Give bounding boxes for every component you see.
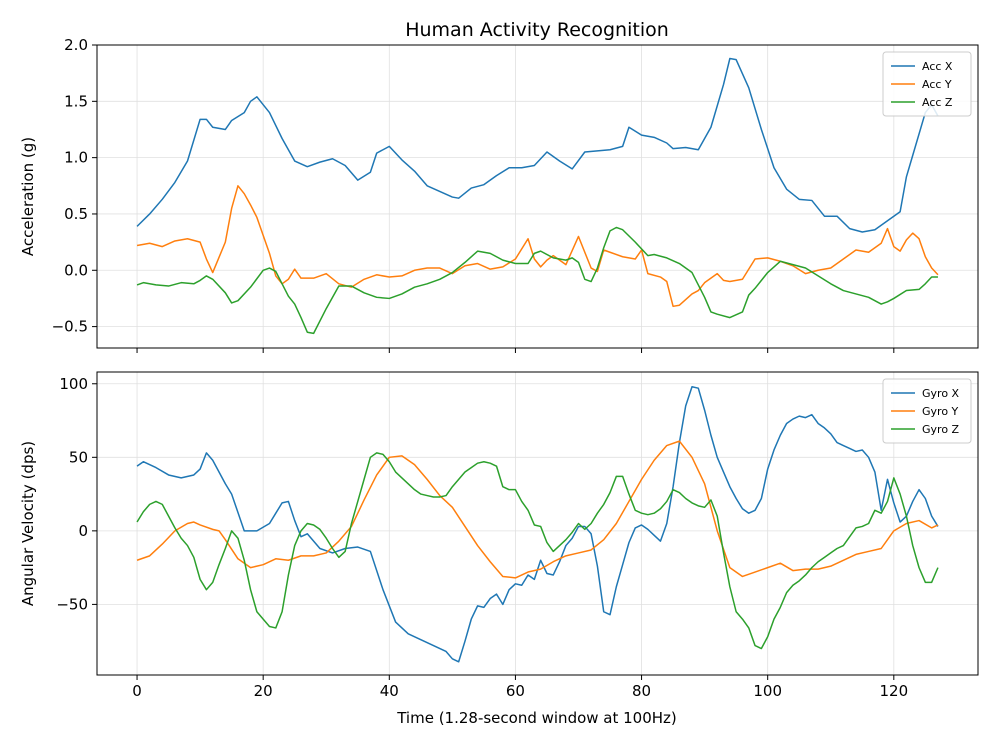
chart1-ytick-label-0: −50 xyxy=(56,595,88,613)
chart0-ytick-label-4: 1.5 xyxy=(64,92,88,110)
chart1-series-gyro-y xyxy=(136,440,939,579)
chart1-frame xyxy=(96,371,979,676)
chart0-series-acc-x xyxy=(136,57,939,233)
chart1-xtick-label-60: 60 xyxy=(506,682,525,700)
chart0-legend-label-acc-y: Acc Y xyxy=(922,78,952,91)
chart1-xtick-label-0: 0 xyxy=(132,682,142,700)
chart0-legend-label-acc-x: Acc X xyxy=(922,60,953,73)
chart1-ylabel: Angular Velocity (dps) xyxy=(19,441,37,606)
chart0-legend-box xyxy=(882,51,972,117)
chart1-series-gyro-z xyxy=(136,452,939,650)
chart0-ytick-label-3: 1.0 xyxy=(64,149,88,167)
chart1-legend-label-gyro-x: Gyro X xyxy=(922,387,960,400)
chart1-legend-label-gyro-z: Gyro Z xyxy=(922,423,960,436)
chart0-series-acc-z xyxy=(136,226,938,335)
chart0-frame xyxy=(96,44,979,349)
chart0-legend-label-acc-z: Acc Z xyxy=(922,96,953,109)
chart1-xtick-label-120: 120 xyxy=(879,682,908,700)
figure-title: Human Activity Recognition xyxy=(405,19,669,41)
chart0-ytick-label-5: 2.0 xyxy=(64,36,88,54)
chart0-ytick-label-0: −0.5 xyxy=(52,318,88,336)
chart0-ytick-label-2: 0.5 xyxy=(64,205,88,223)
chart1-legend-box xyxy=(882,378,972,444)
acceleration-panel: −0.5 0.0 0.5 1.0 1.5 2.0 Acceleration (g) Acc X… xyxy=(19,36,979,353)
chart0-ytick-label-1: 0.0 xyxy=(64,261,88,279)
chart1-legend-label-gyro-y: Gyro Y xyxy=(922,405,959,418)
chart1-ytick-label-2: 50 xyxy=(69,448,88,466)
x-axis-label: Time (1.28-second window at 100Hz) xyxy=(396,709,677,727)
chart1-ytick-label-1: 0 xyxy=(78,522,88,540)
chart0-ylabel: Acceleration (g) xyxy=(19,137,37,256)
chart1-xtick-label-20: 20 xyxy=(254,682,273,700)
chart1-xtick-label-80: 80 xyxy=(632,682,651,700)
chart1-xtick-label-40: 40 xyxy=(380,682,399,700)
chart1-series-gyro-x xyxy=(136,385,939,663)
chart1-ytick-label-3: 100 xyxy=(59,375,88,393)
chart0-series-acc-y xyxy=(136,185,939,308)
chart1-xtick-label-100: 100 xyxy=(753,682,782,700)
angular-velocity-panel: 0 20 40 60 80 100 120 −50 0 50 100 Angular Velocity… xyxy=(19,371,979,700)
